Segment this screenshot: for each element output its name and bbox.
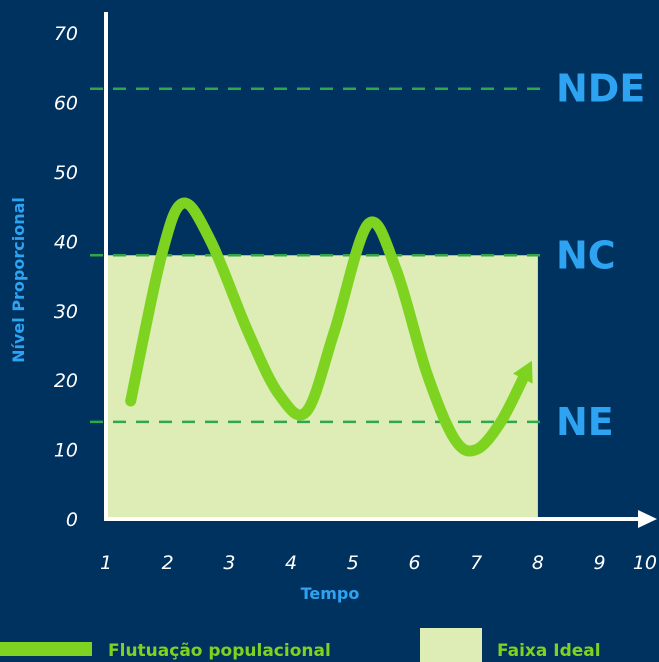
y-tick-label: 60 <box>54 93 78 115</box>
y-tick-label: 70 <box>54 23 78 45</box>
legend-line-swatch <box>0 642 92 656</box>
y-tick-label: 50 <box>54 162 78 184</box>
y-tick-label: 0 <box>66 509 78 531</box>
x-tick-label: 4 <box>285 552 297 574</box>
x-tick-label: 3 <box>223 552 235 574</box>
x-tick-label: 7 <box>470 552 482 574</box>
series-arrowhead <box>513 360 533 384</box>
reference-labels: NDE NC NE <box>556 67 645 444</box>
x-tick-label: 5 <box>347 552 359 574</box>
y-tick-label: 20 <box>54 370 78 392</box>
y-tick-label: 10 <box>54 440 78 462</box>
legend-band-swatch <box>420 628 482 662</box>
x-axis-title: Tempo <box>301 584 360 603</box>
legend-band-label: Faixa Ideal <box>497 641 601 661</box>
legend-series-label: Flutuação populacional <box>108 641 331 661</box>
y-tick-label: 40 <box>54 231 78 253</box>
x-tick-label: 8 <box>532 552 544 574</box>
reference-label-nde: NDE <box>556 67 645 111</box>
x-tick-label: 1 <box>100 552 112 574</box>
reference-label-nc: NC <box>556 233 616 277</box>
population-series-line <box>125 197 532 457</box>
x-tick-label: 10 <box>633 552 657 574</box>
y-tick-label: 30 <box>54 301 78 323</box>
x-tick-label: 6 <box>408 552 420 574</box>
y-axis-title: Nível Proporcional <box>9 197 28 363</box>
x-axis-arrowhead <box>638 510 657 528</box>
legend: Flutuação populacional Faixa Ideal <box>0 628 601 662</box>
x-tick-label: 9 <box>594 552 606 574</box>
reference-label-ne: NE <box>556 400 614 444</box>
x-tick-label: 2 <box>162 552 174 574</box>
x-tick-labels: 1 2 3 4 5 6 7 8 9 10 <box>100 552 657 574</box>
y-tick-labels: 0 10 20 30 40 50 60 70 <box>54 23 78 531</box>
